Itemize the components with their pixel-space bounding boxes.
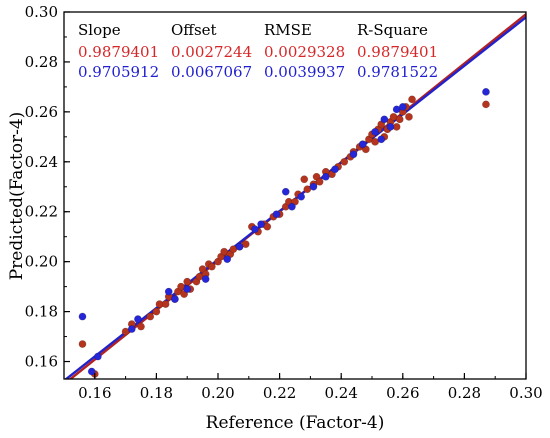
data-point-series-2 [257,220,266,229]
data-point-series-1 [161,300,170,309]
stats-value: 0.9879401 [357,43,438,61]
data-point-series-2 [93,352,102,361]
data-point-series-2 [386,122,395,131]
y-tick-label: 0.22 [25,203,58,221]
x-axis-title: Reference (Factor-4) [206,413,385,433]
data-point-series-2 [164,287,173,296]
axis-ticks: 0.16 0.18 0.20 0.22 0.24 0.26 0.28 0.30 0.16 0.18… [25,3,543,402]
y-tick-label: 0.30 [25,3,58,21]
data-point-series-2 [183,285,192,294]
data-point-series-2 [78,312,87,321]
stats-header: R-Square [357,21,428,39]
data-point-series-2 [223,255,232,264]
stats-value: 0.0067067 [171,63,252,81]
x-tick-label: 0.30 [509,384,542,402]
data-point-series-1 [315,177,324,186]
data-points [78,87,490,378]
y-tick-label: 0.24 [25,153,58,171]
stats-value: 0.0039937 [264,63,345,81]
data-point-series-2 [377,135,386,144]
stats-value: 0.0027244 [171,43,252,61]
stats-header: RMSE [264,21,312,39]
data-point-series-2 [380,115,389,124]
data-point-series-2 [235,242,244,251]
data-point-series-1 [408,95,416,104]
stats-value: 0.9781522 [357,63,438,81]
y-tick-label: 0.28 [25,53,58,71]
x-tick-label: 0.18 [140,384,173,402]
data-point-series-2 [349,150,358,159]
data-point-series-2 [201,275,210,284]
data-point-series-1 [405,112,413,121]
x-tick-label: 0.28 [448,384,481,402]
data-point-series-1 [183,277,192,286]
data-point-series-2 [170,295,179,304]
data-point-series-2 [371,127,379,136]
data-point-series-2 [331,165,339,174]
data-point-series-1 [78,340,87,348]
x-tick-label: 0.26 [386,384,419,402]
stats-value: 0.0029328 [264,43,345,61]
y-tick-label: 0.20 [25,253,58,271]
data-point-series-2 [288,202,296,211]
stats-value: 0.9705912 [78,63,159,81]
stats-table: Slope Offset RMSE R-Square 0.9879401 0.002724… [78,21,438,81]
y-tick-label: 0.16 [25,353,58,371]
data-point-series-2 [297,192,306,201]
data-point-series-2 [272,210,281,219]
data-point-series-1 [482,100,490,109]
data-point-series-2 [127,325,136,333]
data-point-series-2 [251,225,259,234]
data-point-series-1 [300,175,309,184]
x-tick-label: 0.16 [78,384,111,402]
stats-value: 0.9879401 [78,43,159,61]
data-point-series-1 [137,322,145,331]
data-point-series-2 [321,172,330,181]
data-point-series-1 [340,157,349,166]
x-tick-label: 0.20 [201,384,234,402]
data-point-series-1 [207,262,216,271]
y-tick-label: 0.18 [25,303,58,321]
plot-frame [63,11,527,380]
data-point-series-1 [152,307,161,316]
data-point-series-1 [395,115,404,124]
stats-header: Offset [171,21,217,39]
data-point-series-2 [309,182,318,191]
x-tick-label: 0.22 [263,384,296,402]
data-point-series-2 [87,367,96,376]
stats-header: Slope [78,21,121,39]
y-tick-label: 0.26 [25,103,58,121]
data-point-series-2 [358,140,367,149]
x-tick-label: 0.24 [324,384,357,402]
data-point-series-1 [146,312,155,321]
data-point-series-2 [134,315,142,323]
y-axis-title: Predicted(Factor-4) [7,112,27,281]
data-point-series-2 [281,187,290,196]
data-point-series-2 [482,87,490,96]
data-point-series-2 [398,102,407,111]
